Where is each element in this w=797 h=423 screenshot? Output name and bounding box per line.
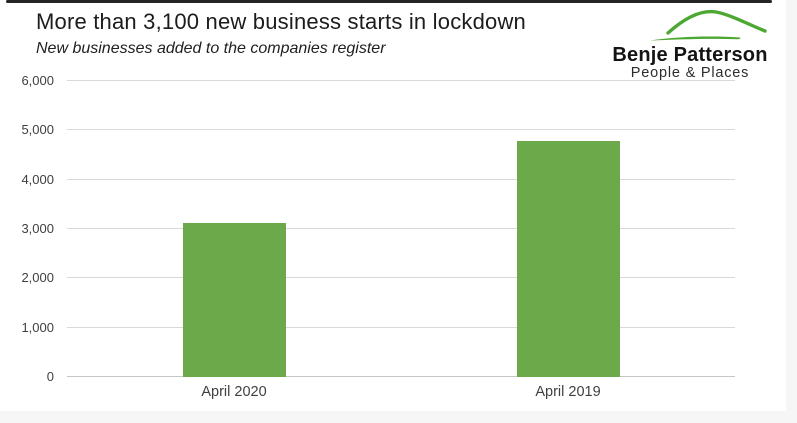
x-axis-label: April 2019 (535, 384, 601, 400)
gridline (67, 326, 735, 328)
gridline (67, 277, 735, 279)
gridline (67, 129, 735, 131)
y-axis-tick-label: 6,000 (21, 73, 54, 88)
bar-april-2019 (516, 140, 620, 377)
chart-image: More than 3,100 new business starts in l… (6, 0, 786, 400)
gridline (67, 178, 735, 180)
chart-title: More than 3,100 new business starts in l… (36, 9, 526, 34)
y-axis-tick-label: 2,000 (21, 270, 54, 286)
logo-name: Benje Patterson (612, 44, 768, 66)
y-axis-tick-label: 4,000 (21, 171, 54, 187)
logo-tagline: People & Places (630, 65, 750, 81)
gridline (67, 80, 735, 81)
bar-april-2020 (182, 223, 286, 377)
x-axis-line (67, 376, 735, 377)
top-divider-line (6, 0, 772, 3)
benje-patterson-logo: Benje Patterson People & Places (594, 4, 786, 84)
y-axis-tick-label: 5,000 (21, 122, 54, 138)
y-axis-tick-label: 0 (46, 369, 54, 384)
plot-area (67, 80, 735, 377)
chart-subtitle: New businesses added to the companies re… (36, 40, 386, 57)
mountain-swoosh-icon (650, 9, 767, 41)
gridline (67, 228, 735, 229)
y-axis-tick-label: 1,000 (21, 319, 54, 335)
x-axis-label: April 2020 (201, 384, 267, 400)
y-axis-tick-label: 3,000 (21, 221, 54, 236)
